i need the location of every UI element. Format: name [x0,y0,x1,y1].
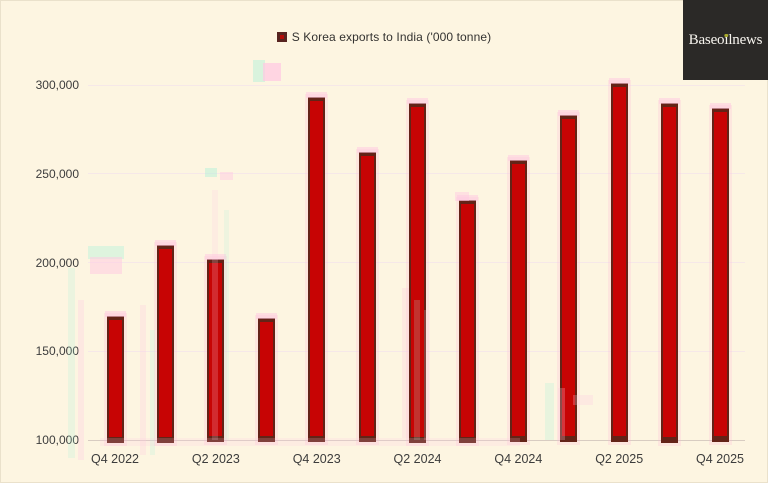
bar-q2-2024 [407,97,429,443]
x-axis-label-q4-2024: Q4 2024 [494,452,543,466]
chart-legend: S Korea exports to India ('000 tonne) [0,30,768,44]
bar-q2-2023 [205,253,227,443]
y-axis-label-100000: 100,000 [35,433,79,447]
logo-olive-dot-icon [724,33,729,37]
x-axis-label-q4-2022: Q4 2022 [91,452,139,466]
y-axis-label-150000: 150,000 [35,344,79,359]
bar-q2-2025 [608,78,630,443]
bar-q1-2023 [154,239,176,443]
bar-q1-2024 [356,147,378,443]
x-axis-label-q2-2023: Q2 2023 [191,452,240,466]
x-axis-label-q4-2025: Q4 2025 [696,452,745,466]
bar-q4-2023 [306,92,328,443]
logo-text: Baseoı lnews [688,31,763,48]
x-axis-label-q2-2024: Q2 2024 [393,452,442,466]
bar-q3-2023 [255,312,277,443]
gridline-300000 [88,84,745,86]
bar-q4-2022 [104,310,126,443]
y-axis-label-300000: 300,000 [35,78,79,92]
bar-q3-2025 [659,97,681,443]
bar-q1-2025 [558,110,580,443]
legend-marker-icon [276,32,287,42]
bar-q4-2024 [507,154,529,443]
bar-q3-2024 [457,195,479,443]
x-axis-label-q2-2025: Q2 2025 [595,452,644,466]
baseoilnews-logo: Baseoı lnews [683,0,768,80]
logo-letter-i: ı [724,31,729,48]
legend-label: S Korea exports to India ('000 tonne) [291,30,492,44]
bar-q4-2025 [709,103,731,443]
y-axis-label-200000: 200,000 [35,255,79,270]
y-axis-label-250000: 250,000 [35,166,79,181]
x-axis-label-q4-2023: Q4 2023 [292,452,341,466]
